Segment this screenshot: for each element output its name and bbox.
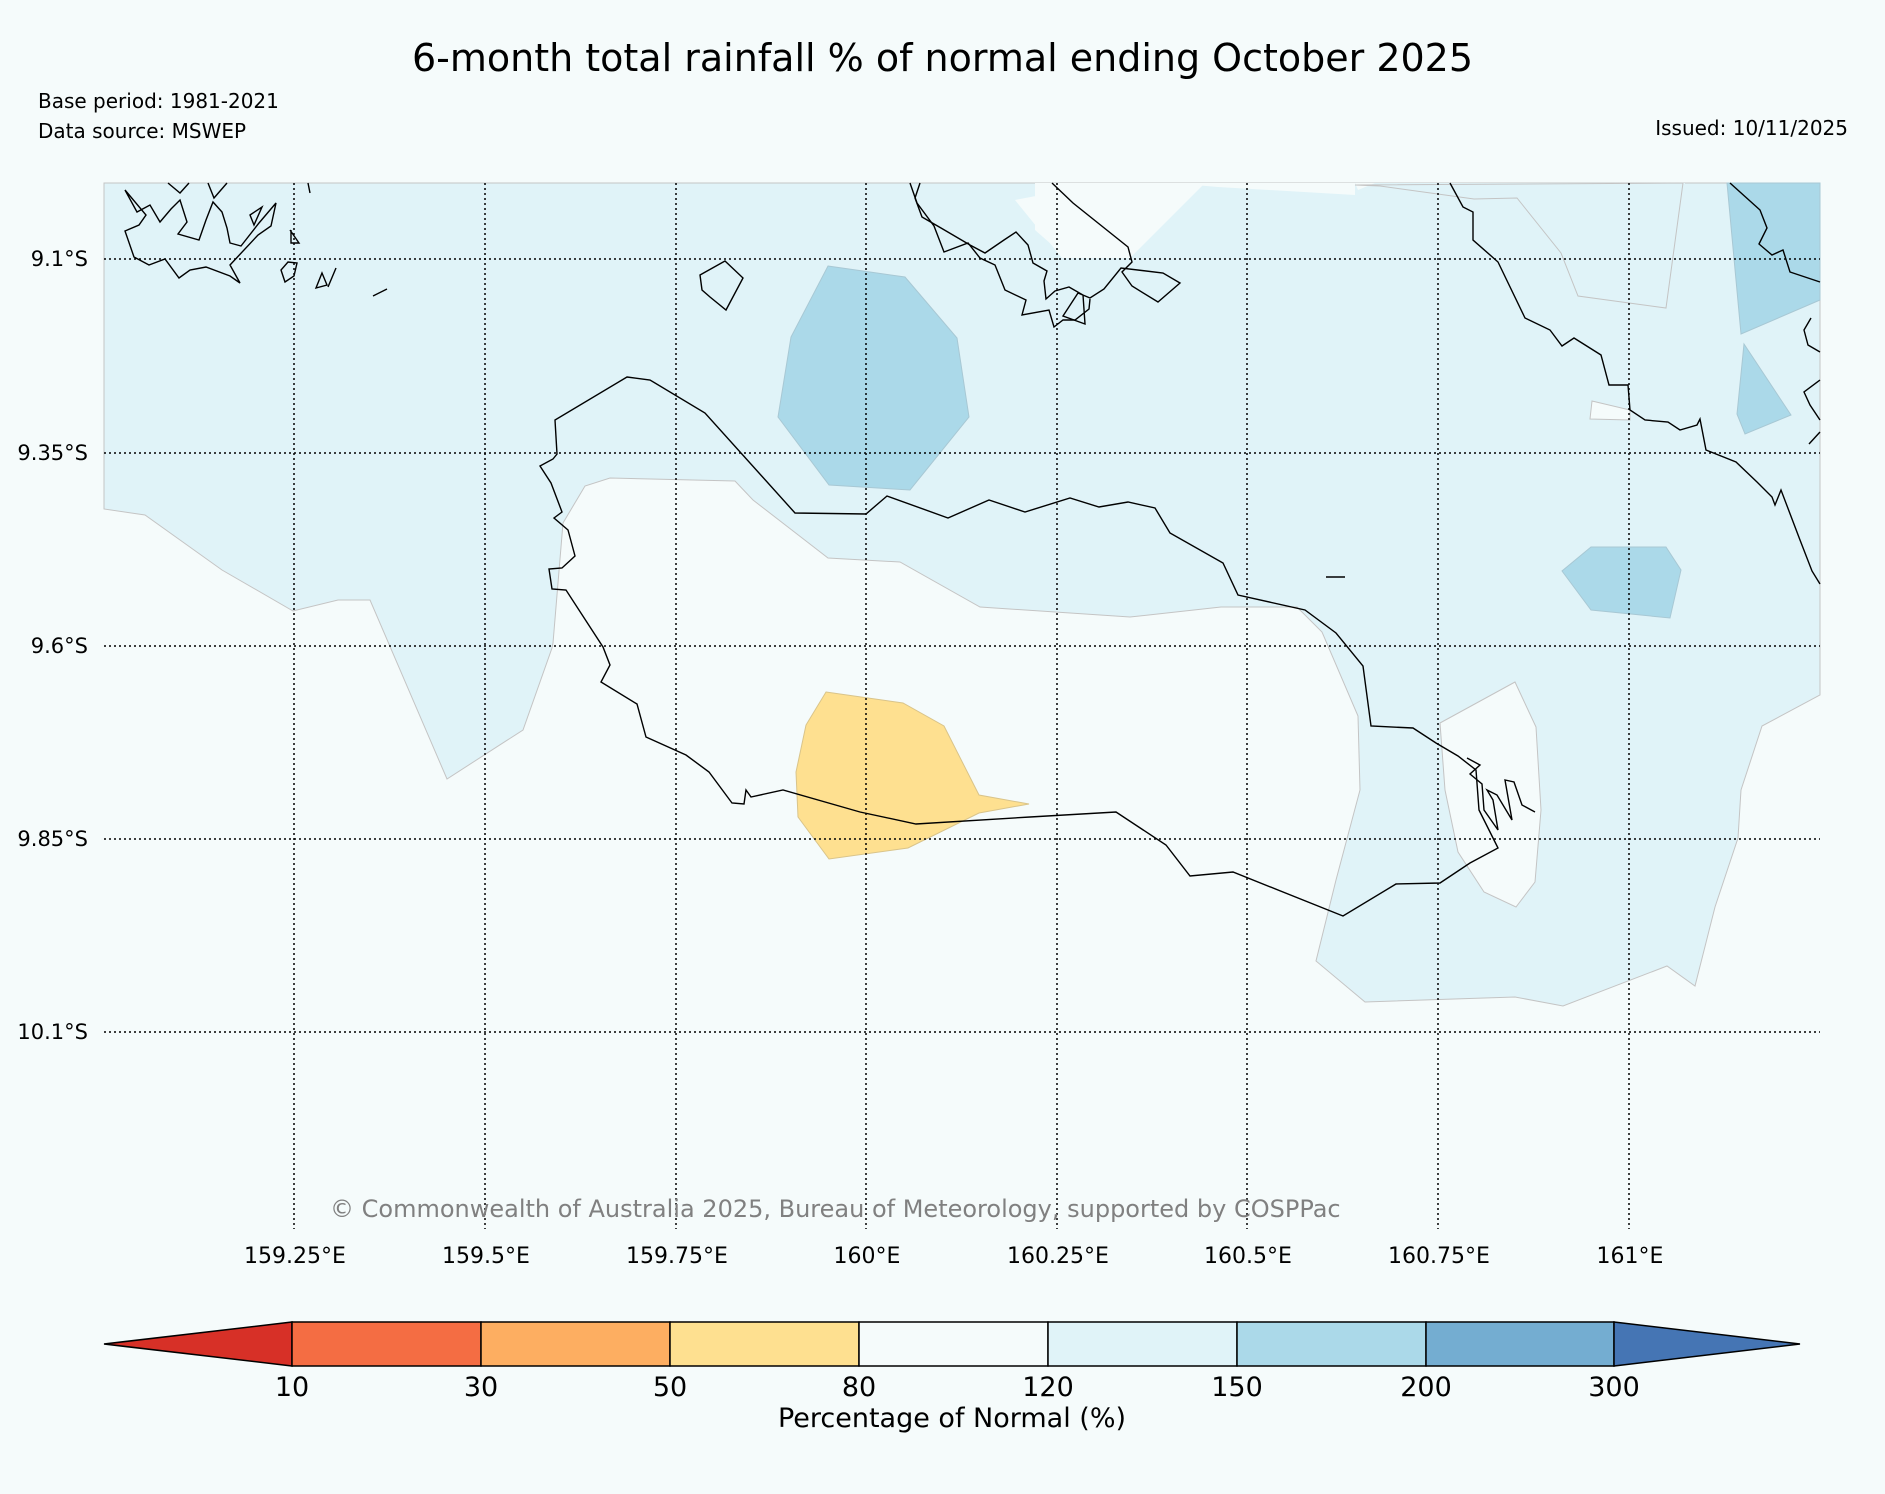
coastline-malaita-east [1803,317,1821,445]
coastline-florida-west [909,182,1091,329]
lon-label-160-75: 160.75°E [1388,1244,1490,1269]
rain-region-150-200-east [1561,546,1682,619]
rain-region-80-120-north-center [1015,183,1205,258]
map-metadata: Base period: 1981-2021 Data source: MSWE… [38,86,279,146]
colorbar-tick-120: 120 [1022,1372,1074,1403]
coastline-nw-islet-1 [280,229,328,290]
lon-label-159-25: 159.25°E [244,1244,346,1269]
coastline-nw-islet-2 [249,182,388,297]
rain-region-150-200-central [777,265,970,491]
rain-region-150-200-ne-small [1736,342,1792,435]
base-period: Base period: 1981-2021 [38,89,279,113]
colorbar-tick-80: 80 [841,1372,877,1403]
lat-label-9-1: 9.1°S [30,247,88,271]
coastline-florida-islands [914,182,1182,326]
copyright-notice: © Commonwealth of Australia 2025, Bureau… [330,1195,1341,1223]
colorbar-tick-30: 30 [463,1372,499,1403]
issued-date: Issued: 10/11/2025 [1655,116,1848,140]
rain-region-150-200-ne-corner [1726,182,1821,335]
coastline-malaita-north [1729,182,1821,283]
lat-label-9-6: 9.6°S [30,634,88,658]
coastlines [124,182,1821,917]
colorbar-tick-150: 150 [1211,1372,1263,1403]
lon-label-159-5: 159.5°E [442,1244,530,1269]
coastline-east-hook [1466,757,1536,831]
data-source: Data source: MSWEP [38,119,247,143]
coastline-guadalcanal [539,376,1499,917]
colorbar-tick-200: 200 [1400,1372,1452,1403]
lon-label-160: 160°E [833,1244,901,1269]
lon-label-160-25: 160.25°E [1007,1244,1109,1269]
lat-label-10-1: 10.1°S [17,1020,88,1044]
map-title: 6-month total rainfall % of normal endin… [411,36,1474,80]
colorbar-title: Percentage of Normal (%) [777,1403,1127,1434]
coastline-small-island [699,260,744,312]
lon-label-160-5: 160.5°E [1204,1244,1292,1269]
rain-region-80-120-topright [1354,182,1684,309]
lon-label-159-75: 159.75°E [626,1244,728,1269]
coastline-malaita [1449,182,1821,585]
rain-region-120-150 [103,182,1821,1007]
coastline-nw-islands [124,182,277,284]
rain-region-80-120-small [1589,400,1631,421]
lat-label-9-35: 9.35°S [17,441,88,465]
graticule [104,183,1820,1229]
rain-region-50-80 [795,691,1030,860]
colorbar-tick-50: 50 [652,1372,688,1403]
lon-label-161: 161°E [1596,1244,1664,1269]
colorbar-tick-10: 10 [274,1372,310,1403]
lat-label-9-85: 9.85°S [17,827,88,851]
colorbar-tick-300: 300 [1588,1372,1640,1403]
